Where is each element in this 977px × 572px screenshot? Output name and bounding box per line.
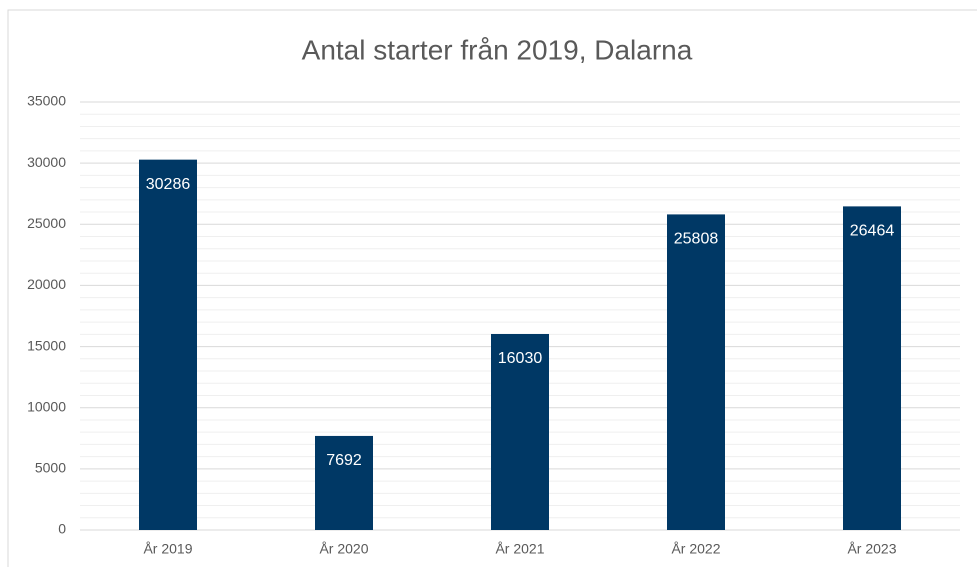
data-label: 7692 bbox=[326, 452, 362, 469]
y-tick-label: 10000 bbox=[27, 398, 66, 414]
y-tick-label: 15000 bbox=[27, 337, 66, 353]
data-label: 26464 bbox=[850, 223, 895, 240]
y-tick-label: 25000 bbox=[27, 215, 66, 231]
y-tick-label: 35000 bbox=[27, 93, 66, 109]
bar bbox=[315, 435, 373, 530]
x-tick-label: År 2021 bbox=[495, 541, 544, 557]
data-label: 30286 bbox=[146, 176, 191, 193]
y-tick-label: 30000 bbox=[27, 154, 66, 170]
bar bbox=[667, 214, 725, 530]
bar bbox=[843, 206, 901, 530]
x-tick-label: År 2019 bbox=[143, 541, 192, 557]
data-label: 25808 bbox=[674, 231, 719, 248]
bar bbox=[491, 333, 549, 530]
y-tick-label: 5000 bbox=[35, 460, 66, 476]
y-tick-label: 0 bbox=[58, 521, 66, 537]
bar bbox=[139, 159, 197, 530]
y-tick-label: 20000 bbox=[27, 276, 66, 292]
data-label: 16030 bbox=[498, 350, 543, 367]
x-tick-label: År 2020 bbox=[319, 541, 368, 557]
x-tick-label: År 2023 bbox=[847, 541, 896, 557]
x-tick-label: År 2022 bbox=[671, 541, 720, 557]
chart-title: Antal starter från 2019, Dalarna bbox=[302, 34, 693, 65]
